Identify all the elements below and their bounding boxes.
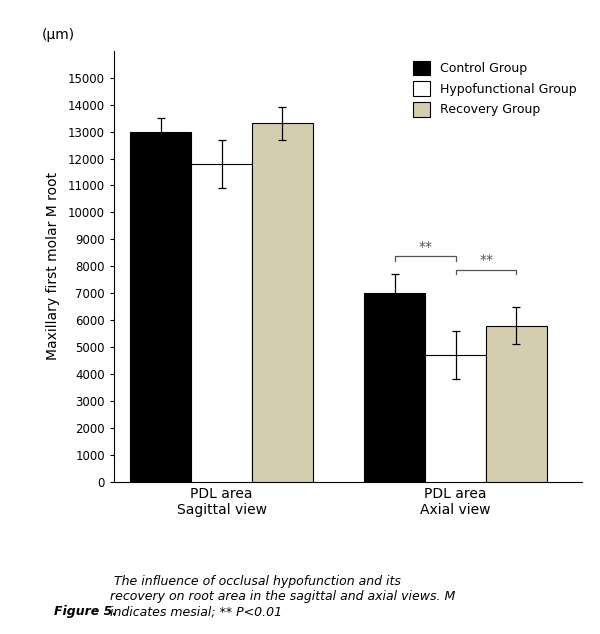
Bar bbox=[486, 326, 547, 482]
Bar bbox=[364, 293, 425, 482]
Text: The influence of occlusal hypofunction and its
recovery on root area in the sagi: The influence of occlusal hypofunction a… bbox=[110, 575, 455, 618]
Text: **: ** bbox=[479, 254, 493, 268]
Y-axis label: Maxillary first molar M root: Maxillary first molar M root bbox=[46, 172, 59, 360]
Text: **: ** bbox=[418, 240, 432, 254]
Legend: Control Group, Hypofunctional Group, Recovery Group: Control Group, Hypofunctional Group, Rec… bbox=[409, 57, 580, 120]
Bar bbox=[425, 355, 486, 482]
Bar bbox=[130, 131, 191, 482]
Bar bbox=[191, 164, 252, 482]
Bar bbox=[252, 124, 313, 482]
Text: Figure 5.: Figure 5. bbox=[54, 605, 117, 618]
Text: (μm): (μm) bbox=[41, 28, 74, 42]
